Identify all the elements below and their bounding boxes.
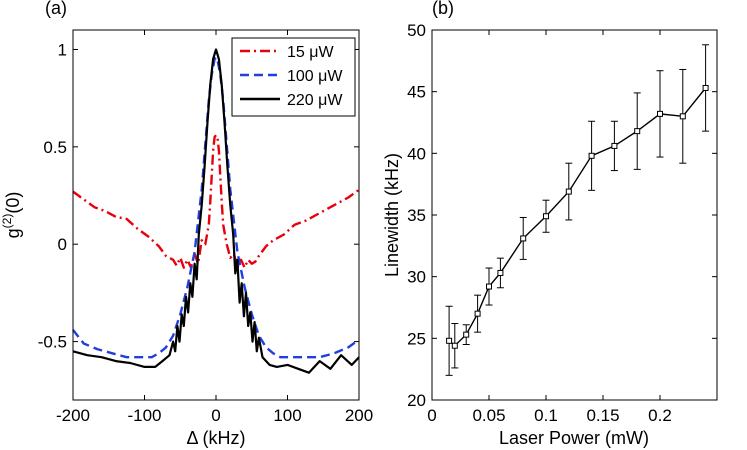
b-ytick-label: 30 <box>407 268 426 287</box>
data-point <box>462 324 470 345</box>
data-point <box>702 44 710 132</box>
square-marker <box>657 110 663 117</box>
panel-b-ylabel: Linewidth (kHz) <box>382 153 402 277</box>
square-marker <box>497 269 504 276</box>
linewidth-series-line <box>448 87 707 347</box>
panel-b-xlabel: Laser Power (mW) <box>499 428 649 448</box>
panel-a: (a) -200 -100 0 100 200 -0.5 0 0.5 1 Δ (kHz) g(2… <box>0 0 373 448</box>
b-ytick-label: 25 <box>407 329 426 348</box>
b-ytick-label: 20 <box>407 391 426 410</box>
data-point <box>496 257 504 289</box>
legend-label-2: 100 μW <box>287 68 343 85</box>
series-line-1 <box>72 133 360 269</box>
data-point <box>451 323 459 369</box>
panel-a-ticks: -200 -100 0 100 200 -0.5 0 0.5 1 <box>38 30 373 425</box>
b-ytick-label: 35 <box>407 206 426 225</box>
b-xtick-label: 0.05 <box>472 406 505 425</box>
square-marker <box>446 337 453 344</box>
b-xtick-label: 0 <box>427 406 436 425</box>
legend-label-3: 220 μW <box>287 92 343 109</box>
b-xtick-label: 0.15 <box>586 406 619 425</box>
square-marker <box>565 188 572 195</box>
panel-a-xlabel: Δ (kHz) <box>186 428 245 448</box>
a-ytick-label: 0 <box>58 235 67 254</box>
panel-b-axes-box <box>431 29 718 401</box>
square-marker <box>611 142 618 149</box>
data-point <box>656 70 664 158</box>
b-xtick-label: 0.1 <box>534 406 558 425</box>
data-point <box>542 199 550 233</box>
legend-label-1: 15 μW <box>287 44 334 61</box>
data-point <box>610 120 618 172</box>
data-point <box>474 294 482 333</box>
panel-a-legend: 15 μW 100 μW 220 μW <box>231 37 356 117</box>
data-point <box>588 120 596 191</box>
panel-b-ticks: 0 0.05 0.1 0.15 0.2 20 25 30 35 40 45 50 <box>407 21 717 425</box>
square-marker <box>679 113 686 120</box>
square-marker <box>634 128 641 135</box>
square-marker <box>520 235 527 242</box>
square-marker <box>486 283 492 290</box>
data-point <box>519 216 527 260</box>
square-marker <box>463 331 470 338</box>
square-marker <box>451 342 458 349</box>
a-ytick-label: -0.5 <box>38 333 67 352</box>
a-xtick-label: -200 <box>56 406 90 425</box>
data-point <box>679 68 687 164</box>
panel-a-label: (a) <box>45 0 67 18</box>
square-marker <box>474 310 481 317</box>
legend-box <box>231 37 356 117</box>
square-marker <box>543 213 549 220</box>
panel-a-ylabel: g(2)(0) <box>0 192 23 239</box>
a-xtick-label: 200 <box>345 406 373 425</box>
panel-b: (b) 0 0.05 0.1 0.15 0.2 20 25 30 35 40 45 50 Laser … <box>382 0 718 448</box>
square-marker <box>702 84 709 91</box>
b-ytick-label: 45 <box>407 83 426 102</box>
a-xtick-label: 0 <box>211 406 220 425</box>
a-ytick-label: 1 <box>58 40 67 59</box>
data-point <box>633 92 641 170</box>
a-xtick-label: 100 <box>273 406 301 425</box>
series-line-3 <box>72 48 360 374</box>
b-ytick-label: 50 <box>407 21 426 40</box>
data-point <box>445 305 453 376</box>
data-point <box>485 267 493 306</box>
a-xtick-label: -100 <box>127 406 161 425</box>
data-point <box>565 162 573 221</box>
a-ytick-label: 0.5 <box>43 138 67 157</box>
square-marker <box>588 152 595 159</box>
b-ytick-label: 40 <box>407 144 426 163</box>
panel-b-plot-area <box>445 44 710 376</box>
panel-b-label: (b) <box>432 0 454 18</box>
b-xtick-label: 0.2 <box>648 406 672 425</box>
panel-a-plot-area <box>72 48 360 374</box>
series-line-2 <box>72 56 360 359</box>
